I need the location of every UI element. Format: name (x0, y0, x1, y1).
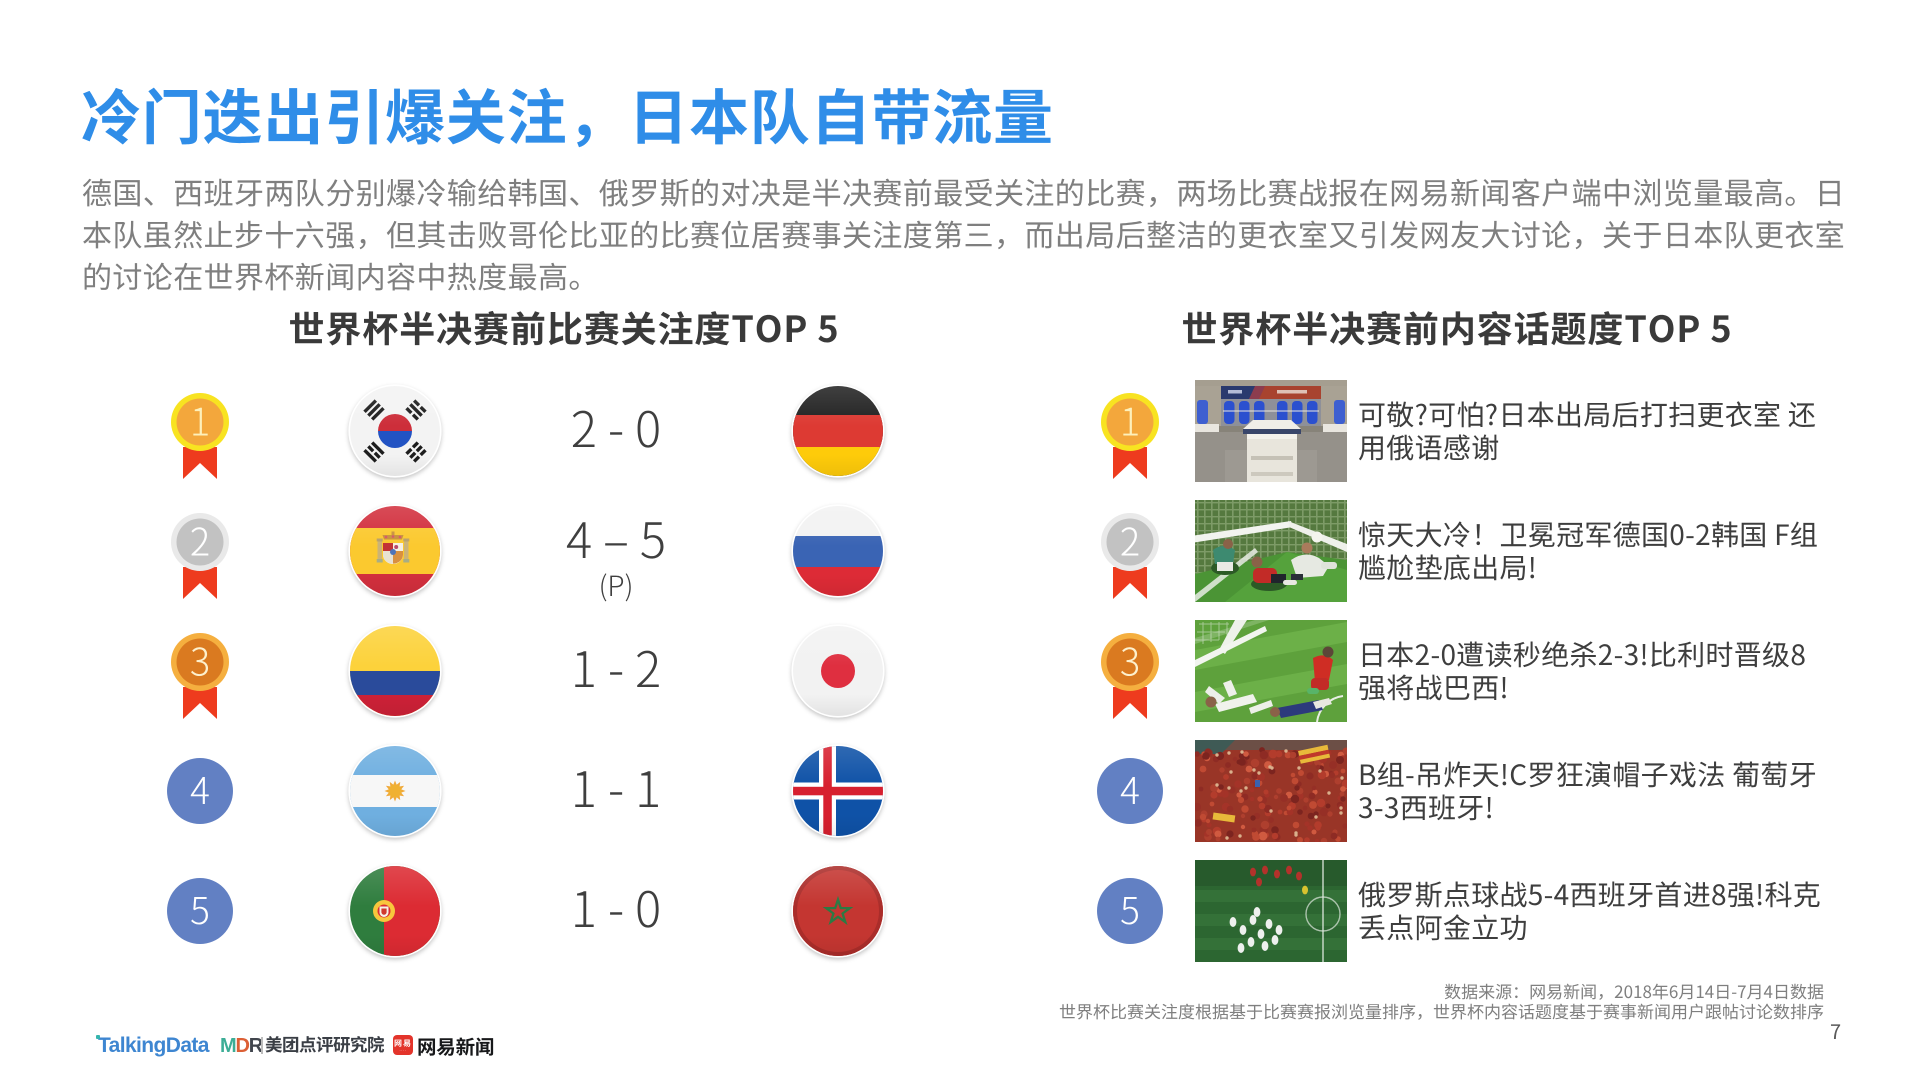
svg-text:1: 1 (190, 392, 210, 447)
svg-text:5: 5 (1120, 881, 1140, 935)
svg-text:4: 4 (1120, 761, 1140, 815)
svg-text:2: 2 (190, 512, 210, 567)
svg-text:2: 2 (1120, 512, 1140, 567)
svg-text:3: 3 (1120, 632, 1140, 687)
svg-text:3: 3 (190, 632, 210, 687)
svg-text:1: 1 (1120, 392, 1140, 447)
svg-text:5: 5 (190, 881, 210, 935)
svg-text:4: 4 (190, 761, 210, 815)
